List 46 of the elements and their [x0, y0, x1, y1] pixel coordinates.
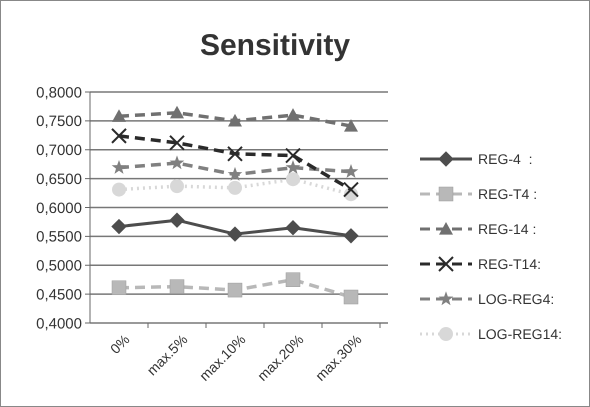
point: [112, 160, 126, 174]
point: [170, 106, 184, 118]
point: [112, 280, 126, 296]
point: [286, 172, 300, 186]
y-tick-label: 0,6000: [36, 200, 82, 217]
legend-label: REG-14 :: [478, 220, 536, 237]
legend-label: REG-4 :: [478, 150, 532, 167]
point: [227, 146, 243, 162]
legend-label: REG-T14:: [478, 256, 542, 272]
point: [112, 182, 126, 197]
chart-title: Sensitivity: [200, 29, 350, 62]
y-tick-label: 0,4500: [36, 286, 82, 304]
legend-label: LOG-REG4:: [478, 290, 554, 307]
point: [286, 272, 300, 287]
point: [169, 134, 185, 151]
point: [170, 179, 184, 194]
point: [111, 128, 127, 144]
point: [228, 226, 242, 242]
point: [286, 160, 300, 174]
point: [112, 109, 126, 122]
y-tick-label: 0,8000: [36, 84, 82, 102]
point: [170, 155, 184, 170]
y-tick-label: 0,6500: [36, 170, 82, 188]
point: [286, 220, 300, 236]
y-tick-label: 0,5000: [36, 258, 82, 274]
y-tick-label: 0,4000: [36, 315, 82, 332]
point: [112, 219, 126, 234]
y-tick-label: 0,5500: [36, 228, 82, 246]
legend-label: REG-T4 :: [478, 186, 538, 202]
point: [344, 290, 358, 304]
point: [170, 279, 184, 294]
point: [344, 164, 358, 178]
point: [228, 114, 242, 126]
point: [344, 228, 358, 244]
point: [344, 119, 358, 132]
point: [228, 166, 242, 181]
point: [228, 282, 242, 298]
y-tick-label: 0,7000: [36, 142, 82, 159]
point: [170, 212, 184, 228]
x-tick-label: 0%: [106, 331, 133, 357]
point: [343, 182, 359, 198]
point: [285, 148, 301, 164]
legend-label: LOG-REG14:: [478, 326, 562, 342]
point: [286, 108, 300, 121]
y-tick-label: 0,7500: [36, 113, 82, 130]
point: [228, 180, 242, 195]
